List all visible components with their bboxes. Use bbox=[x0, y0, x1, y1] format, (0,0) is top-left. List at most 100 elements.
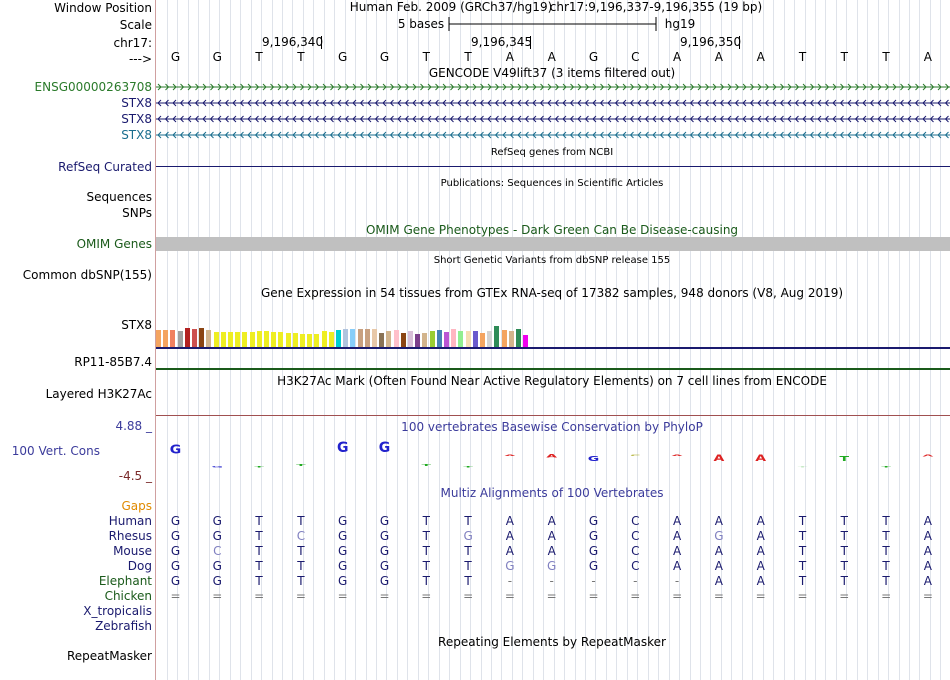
gtex-tissue-bar[interactable] bbox=[206, 329, 212, 347]
gtex-tissue-bar[interactable] bbox=[292, 333, 298, 347]
track-image[interactable]: Human Feb. 2009 (GRCh37/hg19) chr17:9,19… bbox=[156, 0, 950, 680]
gtex-tissue-bar[interactable] bbox=[436, 330, 442, 347]
gtex-tissue-bar[interactable] bbox=[192, 328, 197, 347]
gtex-tissue-bar[interactable] bbox=[336, 329, 341, 347]
strand-chevron bbox=[217, 131, 222, 139]
gtex-tissue-bar[interactable] bbox=[307, 334, 313, 347]
gtex-tissue-bar[interactable] bbox=[357, 328, 363, 347]
gtex-tissue-bar[interactable] bbox=[285, 333, 291, 347]
dbsnp-label[interactable]: Common dbSNP(155) bbox=[22, 268, 152, 282]
gtex-tissue-bar[interactable] bbox=[444, 332, 449, 347]
gtex-tissue-bar[interactable] bbox=[184, 327, 190, 347]
species-label-human[interactable]: Human bbox=[108, 514, 152, 528]
gtex-tissue-bar[interactable] bbox=[487, 331, 493, 347]
gtex-tissue-bar[interactable] bbox=[328, 332, 334, 347]
gtex-tissue-bar[interactable] bbox=[465, 331, 471, 347]
h3k27ac-label[interactable]: Layered H3K27Ac bbox=[45, 387, 152, 401]
repeatmasker-label[interactable]: RepeatMasker bbox=[66, 649, 152, 663]
refseq-label[interactable]: RefSeq Curated bbox=[58, 160, 152, 174]
gtex-tissue-bar[interactable] bbox=[422, 333, 428, 347]
omim-label[interactable]: OMIM Genes bbox=[76, 237, 152, 251]
gtex-tissue-bar[interactable] bbox=[321, 331, 327, 347]
gtex-tissue-bar[interactable] bbox=[300, 334, 305, 347]
gtex-tissue-bar[interactable] bbox=[379, 333, 385, 347]
strand-chevron bbox=[900, 83, 905, 91]
species-label-chicken[interactable]: Chicken bbox=[104, 589, 152, 603]
gtex-tissue-bar[interactable] bbox=[458, 331, 464, 347]
strand-chevron bbox=[930, 83, 935, 91]
gencode-label-stx8-2[interactable]: STX8 bbox=[121, 112, 152, 126]
omim-gene-bar[interactable] bbox=[156, 237, 950, 251]
strand-chevron bbox=[517, 115, 522, 123]
species-label-zebrafish[interactable]: Zebrafish bbox=[95, 619, 152, 633]
strand-chevron bbox=[240, 83, 245, 91]
strand-chevron bbox=[915, 83, 920, 91]
gtex-tissue-bar[interactable] bbox=[249, 332, 255, 347]
gtex-tissue-bar[interactable] bbox=[451, 328, 457, 347]
gencode-label-ensg[interactable]: ENSG00000263708 bbox=[34, 80, 152, 94]
gtex-tissue-bar[interactable] bbox=[372, 328, 377, 347]
strand-chevron bbox=[712, 83, 717, 91]
strand-chevron bbox=[824, 131, 829, 139]
gtex-tissue-bar[interactable] bbox=[235, 332, 241, 347]
gtex-tissue-bar[interactable] bbox=[472, 331, 478, 347]
gtex-tissue-bar[interactable] bbox=[523, 335, 529, 347]
alignment-base: T bbox=[297, 514, 305, 528]
gtex-tissue-bar[interactable] bbox=[220, 332, 226, 347]
gtex-tissue-bar[interactable] bbox=[429, 331, 435, 347]
gtex-tissue-bar[interactable] bbox=[408, 331, 413, 347]
gtex-tissue-bar[interactable] bbox=[350, 328, 356, 347]
gtex-tissue-bar[interactable] bbox=[242, 332, 248, 347]
gtex-tissue-bar[interactable] bbox=[156, 329, 161, 347]
gtex-gene-label[interactable]: STX8 bbox=[121, 318, 152, 332]
alignment-base: A bbox=[714, 574, 723, 588]
gtex-tissue-bar[interactable] bbox=[170, 330, 176, 347]
strand-chevron bbox=[772, 115, 777, 123]
gtex-tissue-bar[interactable] bbox=[271, 332, 277, 347]
alignment-base: T bbox=[882, 514, 890, 528]
gtex-tissue-bar[interactable] bbox=[199, 327, 205, 347]
gtex-tissue-bar[interactable] bbox=[415, 334, 421, 347]
strand-chevron bbox=[187, 115, 192, 123]
strand-chevron bbox=[629, 115, 634, 123]
strand-chevron bbox=[697, 99, 702, 107]
gtex-tissue-bar[interactable] bbox=[264, 331, 269, 347]
gtex-tissue-bar[interactable] bbox=[480, 333, 485, 347]
gtex-tissue-bar[interactable] bbox=[386, 331, 392, 347]
species-label-xtropicalis[interactable]: X_tropicalis bbox=[83, 604, 152, 618]
gtex-tissue-bar[interactable] bbox=[516, 328, 521, 347]
gtex-tissue-bar[interactable] bbox=[393, 329, 399, 347]
strand-chevron bbox=[284, 131, 289, 139]
strand-chevron bbox=[232, 131, 237, 139]
phylop-label[interactable]: 100 Vert. Cons bbox=[11, 444, 100, 458]
species-label-elephant[interactable]: Elephant bbox=[98, 574, 152, 588]
phylop-track[interactable]: G G T T G G T T A A G C A A A T T T A bbox=[156, 436, 950, 472]
gtex-tissue-bar[interactable] bbox=[400, 333, 406, 347]
sequences-label[interactable]: Sequences bbox=[86, 190, 152, 204]
strand-chevron bbox=[352, 115, 357, 123]
gencode-label-stx8-3[interactable]: STX8 bbox=[121, 128, 152, 142]
species-label-mouse[interactable]: Mouse bbox=[113, 544, 152, 558]
gtex-tissue-bar[interactable] bbox=[314, 334, 320, 347]
rp11-line[interactable] bbox=[156, 368, 950, 370]
gencode-label-stx8-1[interactable]: STX8 bbox=[121, 96, 152, 110]
gencode-genes[interactable] bbox=[156, 80, 950, 144]
strand-chevron bbox=[854, 131, 859, 139]
gtex-tissue-bar[interactable] bbox=[364, 328, 370, 347]
gtex-tissue-bar[interactable] bbox=[163, 329, 169, 347]
gtex-bar-chart[interactable] bbox=[156, 301, 556, 347]
gtex-tissue-bar[interactable] bbox=[508, 331, 514, 347]
gtex-tissue-bar[interactable] bbox=[213, 332, 219, 347]
species-label-dog[interactable]: Dog bbox=[127, 559, 152, 573]
gtex-tissue-bar[interactable] bbox=[228, 332, 233, 347]
gtex-tissue-bar[interactable] bbox=[177, 331, 183, 347]
gtex-tissue-bar[interactable] bbox=[256, 331, 262, 347]
snps-label[interactable]: SNPs bbox=[122, 206, 152, 220]
gtex-tissue-bar[interactable] bbox=[343, 328, 349, 347]
gtex-tissue-bar[interactable] bbox=[494, 325, 500, 347]
species-label-rhesus[interactable]: Rhesus bbox=[108, 529, 152, 543]
reference-base: T bbox=[297, 50, 305, 64]
gtex-tissue-bar[interactable] bbox=[278, 332, 284, 347]
rp11-label[interactable]: RP11-85B7.4 bbox=[74, 355, 152, 369]
gtex-tissue-bar[interactable] bbox=[501, 329, 507, 347]
